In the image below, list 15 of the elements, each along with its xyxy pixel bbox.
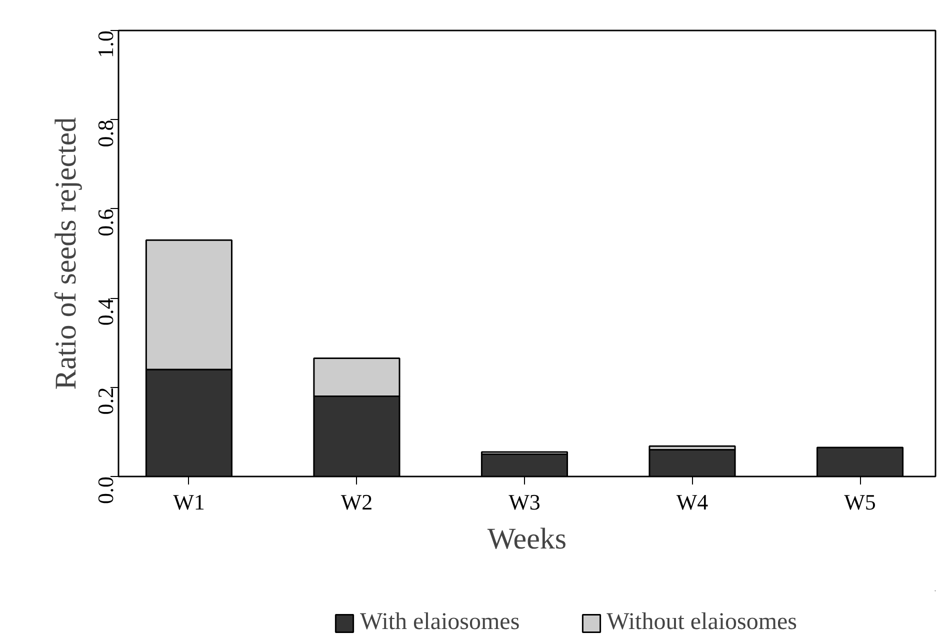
y-tick-label: 0.2 xyxy=(93,387,118,415)
x-tick-label: W3 xyxy=(508,490,540,514)
y-tick-label: 0.6 xyxy=(93,208,118,236)
y-tick-label: 0.4 xyxy=(93,298,118,326)
x-tick-label: W1 xyxy=(173,490,205,514)
y-axis-title: Ratio of seeds rejected xyxy=(50,117,82,390)
x-tick-label: W4 xyxy=(676,490,708,514)
x-tick-label: W5 xyxy=(844,490,876,514)
legend-label: Without elaiosomes xyxy=(606,609,798,636)
y-tick-label: 0.0 xyxy=(93,476,118,504)
x-tick-label: W2 xyxy=(340,490,373,514)
legend-label: With elaiosomes xyxy=(360,609,520,636)
y-tick-label: 1.0 xyxy=(93,30,118,58)
x-axis-title: Weeks xyxy=(487,522,567,556)
y-tick-label: 0.8 xyxy=(93,120,118,148)
